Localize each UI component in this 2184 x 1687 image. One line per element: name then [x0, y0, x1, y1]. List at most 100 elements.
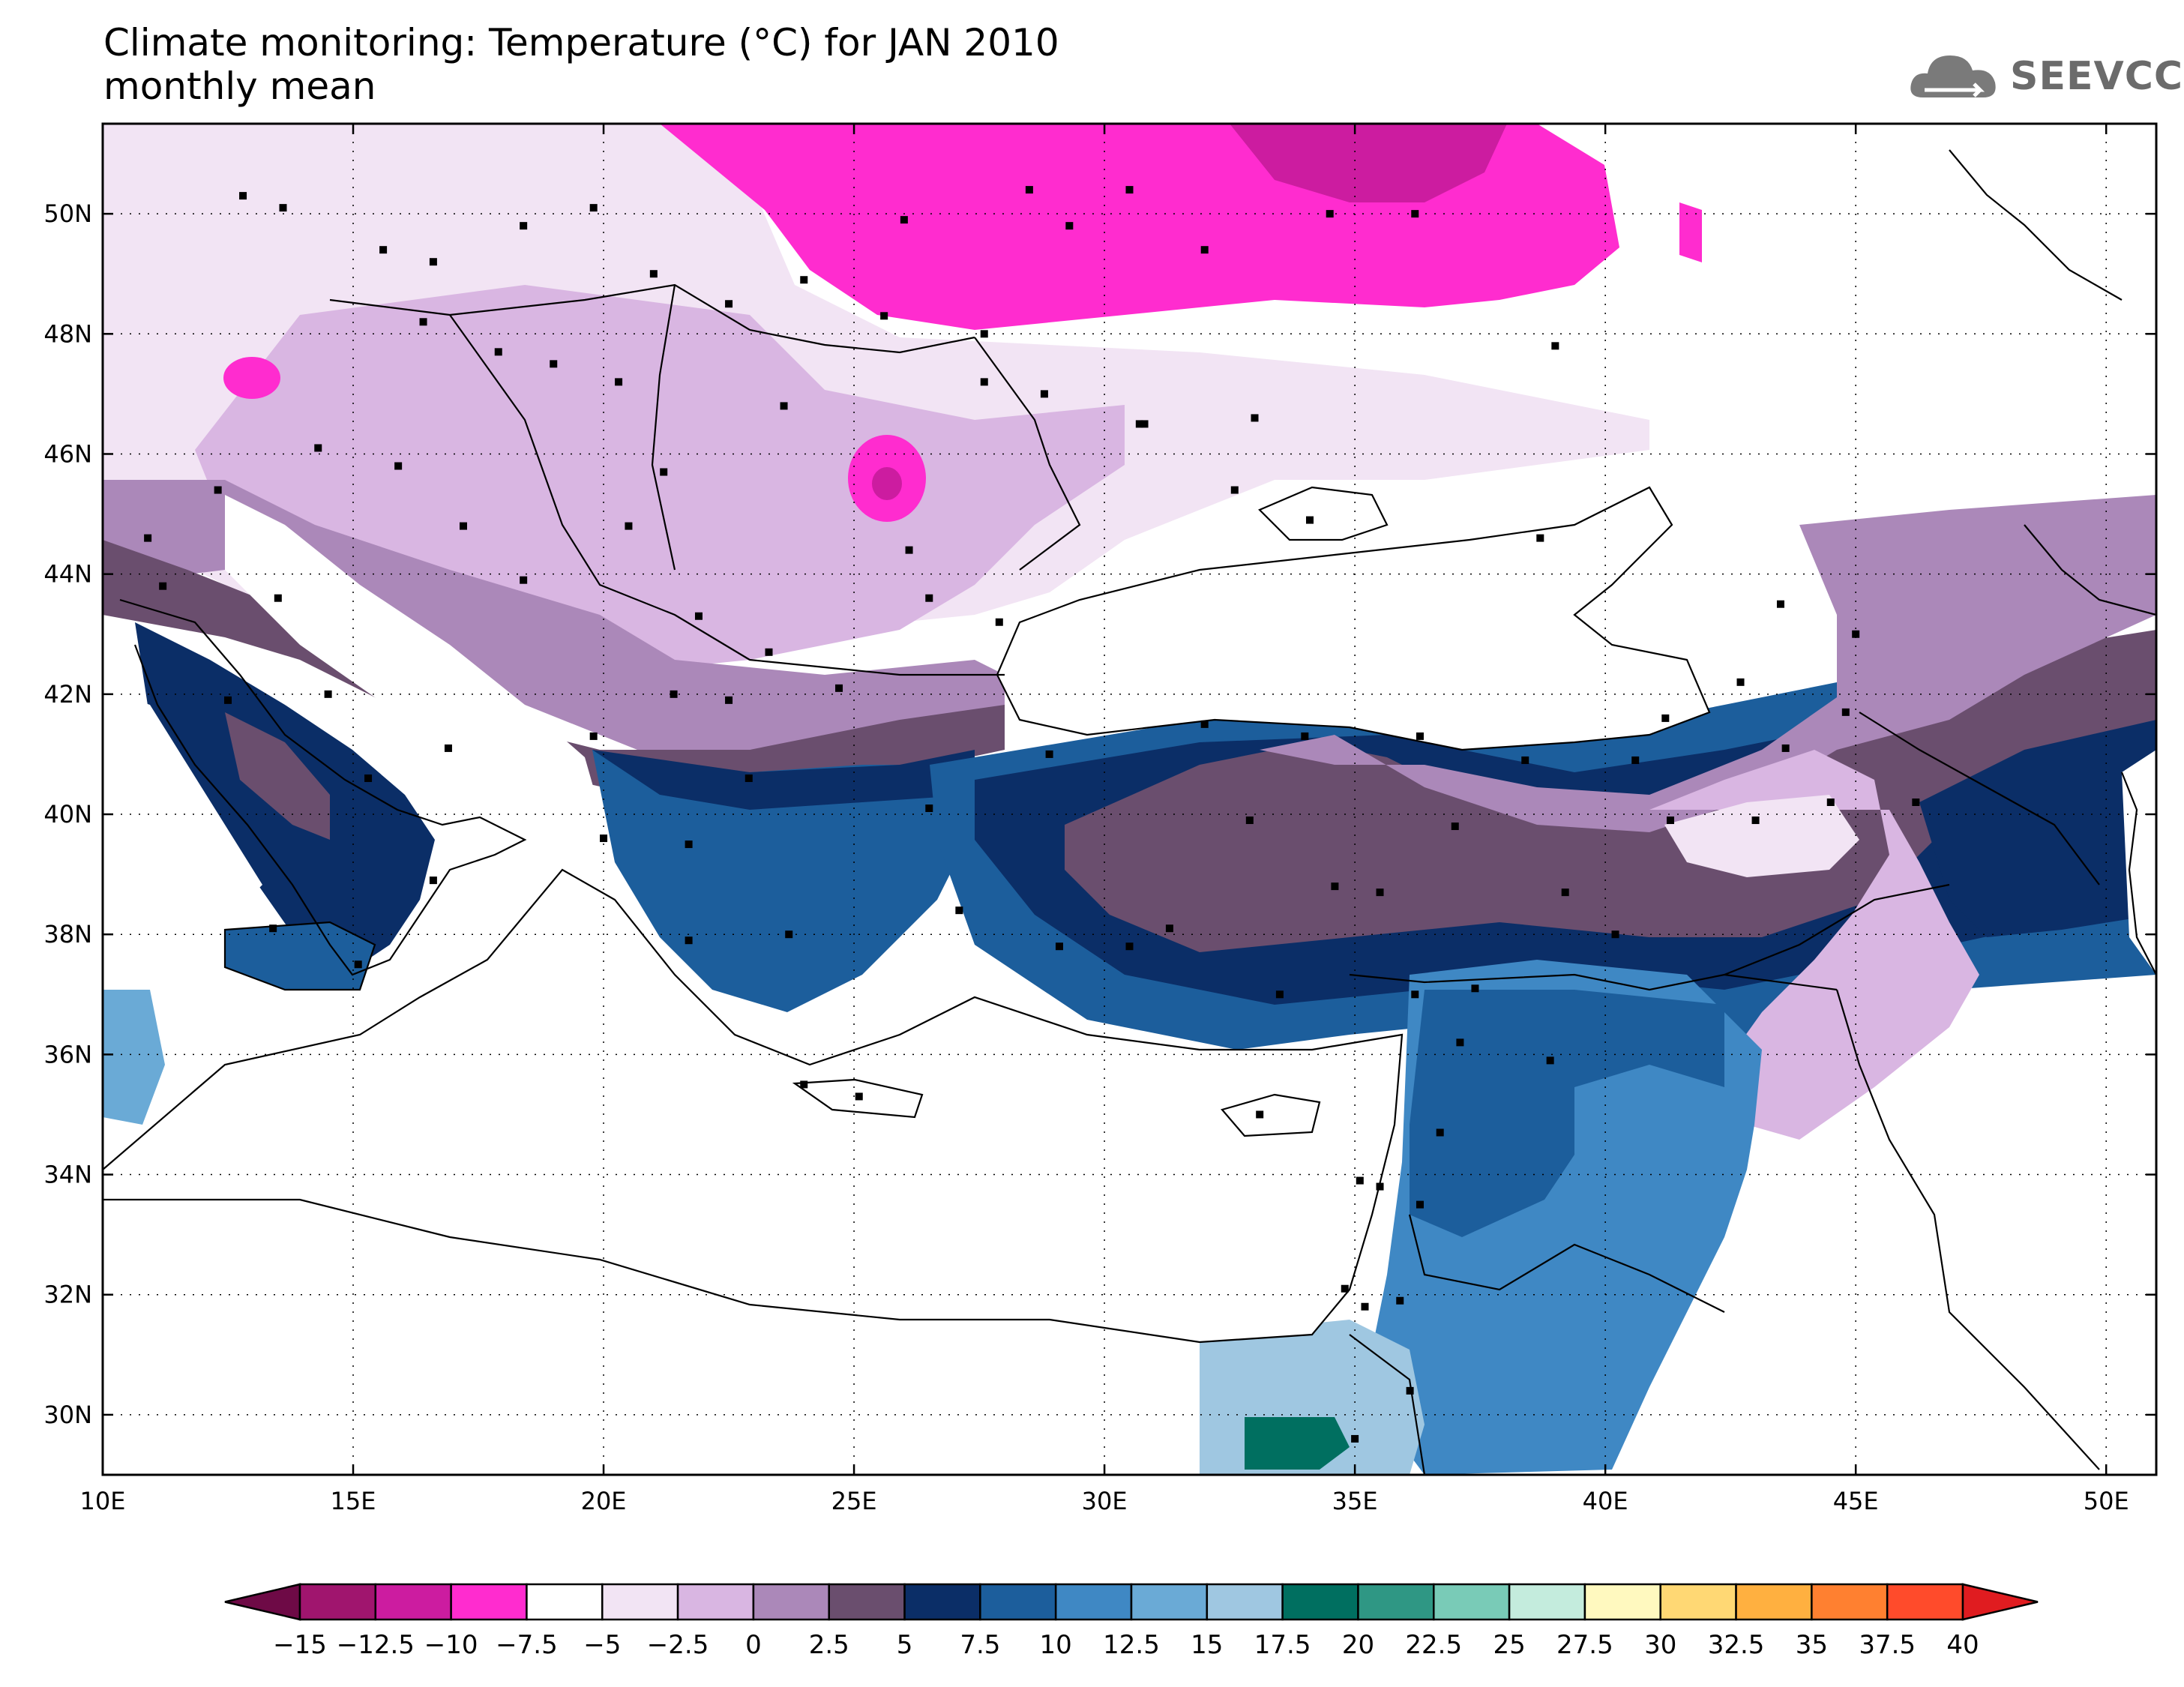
- lat-tick-label: 34N: [43, 1161, 92, 1189]
- colorbar-label: 35: [1796, 1630, 1828, 1660]
- station-marker: [354, 960, 362, 969]
- station-marker: [1416, 732, 1424, 740]
- temp-region: [1410, 990, 1724, 1237]
- station-marker: [1416, 1200, 1424, 1209]
- lat-tick-label: 32N: [43, 1281, 92, 1309]
- lon-tick-label: 50E: [2084, 1487, 2129, 1515]
- station-marker: [1456, 1038, 1464, 1047]
- title-line-2: monthly mean: [103, 64, 376, 108]
- station-marker: [1065, 222, 1074, 230]
- border-line: [329, 283, 975, 354]
- station-marker: [1751, 817, 1760, 825]
- station-marker: [364, 774, 373, 782]
- border-line: [1835, 989, 2100, 1470]
- tyrrhenian-sea: [103, 690, 262, 930]
- station-marker: [955, 906, 963, 915]
- lat-tick-label: 50N: [43, 199, 92, 228]
- colorbar-label: 20: [1342, 1630, 1374, 1660]
- station-marker: [1140, 420, 1149, 428]
- station-marker: [1451, 823, 1459, 831]
- station-marker: [1256, 1110, 1264, 1119]
- station-marker: [1406, 1386, 1414, 1395]
- station-marker: [1135, 420, 1143, 428]
- chart-title: Climate monitoring: Temperature (°C) for…: [103, 21, 1059, 108]
- station-marker: [224, 696, 232, 704]
- station-marker: [925, 805, 933, 813]
- station-marker: [1841, 708, 1850, 716]
- mediterranean-sea: [103, 870, 1402, 1342]
- station-marker: [1245, 817, 1254, 825]
- colorbar-label: 12.5: [1103, 1630, 1160, 1660]
- cyprus-coast: [1221, 1093, 1321, 1137]
- station-marker: [279, 204, 287, 212]
- colorbar-swatch: [601, 1583, 679, 1621]
- caspian-sea: [2122, 750, 2156, 975]
- station-marker: [429, 258, 437, 266]
- plot-frame: [101, 122, 2158, 1476]
- colorbar-swatch: [828, 1583, 906, 1621]
- station-marker: [800, 276, 808, 284]
- station-marker: [1781, 744, 1790, 752]
- colorbar-label: 5: [897, 1630, 913, 1660]
- temp-region: [872, 467, 902, 500]
- caspian-coast: [2120, 772, 2156, 975]
- temp-region: [103, 990, 165, 1125]
- lat-tick-label: 30N: [43, 1401, 92, 1429]
- italy-coast: [119, 598, 527, 976]
- colorbar-swatch: [903, 1583, 981, 1621]
- station-marker: [1361, 1302, 1369, 1311]
- border-line: [974, 337, 1081, 571]
- border-line: [1949, 149, 2123, 301]
- station-marker: [1125, 942, 1134, 951]
- border-line: [2024, 524, 2156, 616]
- station-marker: [459, 522, 467, 530]
- station-marker: [1776, 600, 1784, 608]
- colorbar-swatch: [1659, 1583, 1737, 1621]
- lat-tick-label: 44N: [43, 560, 92, 589]
- station-marker: [670, 690, 678, 698]
- colorbar-label: 37.5: [1859, 1630, 1916, 1660]
- station-marker: [1411, 990, 1419, 999]
- station-marker: [1546, 1056, 1554, 1065]
- border-line: [1349, 1334, 1426, 1475]
- colorbar-label: 17.5: [1254, 1630, 1311, 1660]
- colorbar-swatch: [298, 1583, 377, 1621]
- station-marker: [520, 576, 528, 584]
- lon-tick-label: 10E: [80, 1487, 126, 1515]
- border-line: [1408, 1214, 1725, 1313]
- station-marker: [1376, 888, 1384, 897]
- colorbar-label: −5: [583, 1630, 621, 1660]
- station-marker: [429, 876, 437, 885]
- temp-region: [592, 750, 975, 1012]
- temp-region: [1260, 495, 2156, 832]
- temp-region: [225, 922, 375, 990]
- black-sea: [997, 487, 1709, 750]
- temp-region: [1230, 124, 1507, 202]
- colorbar-label: 0: [745, 1630, 762, 1660]
- seevccc-logo: SEEVCCC: [1908, 45, 2184, 112]
- station-marker: [589, 204, 598, 212]
- temp-region: [1679, 202, 1702, 262]
- station-marker: [925, 594, 933, 602]
- colorbar-label: 27.5: [1556, 1630, 1613, 1660]
- station-marker: [550, 360, 558, 368]
- coastlines: [103, 149, 2156, 1475]
- station-marker: [1341, 1284, 1349, 1293]
- station-marker: [1826, 799, 1835, 807]
- title-line-1: Climate monitoring: Temperature (°C) for…: [103, 21, 1059, 64]
- station-marker: [1025, 186, 1033, 194]
- station-marker: [725, 696, 733, 704]
- colorbar-label: 22.5: [1405, 1630, 1462, 1660]
- lat-tick-label: 48N: [43, 319, 92, 348]
- colorbar-swatch: [1281, 1583, 1359, 1621]
- border-line: [449, 314, 1005, 676]
- colorbar-swatch: [1206, 1583, 1284, 1621]
- station-marker: [900, 216, 908, 224]
- station-marker: [589, 732, 598, 740]
- station-marker: [649, 270, 658, 278]
- lat-tick-label: 46N: [43, 439, 92, 468]
- colorbar-label: 10: [1040, 1630, 1072, 1660]
- cloud-icon: [1910, 55, 1996, 97]
- station-marker: [394, 462, 403, 470]
